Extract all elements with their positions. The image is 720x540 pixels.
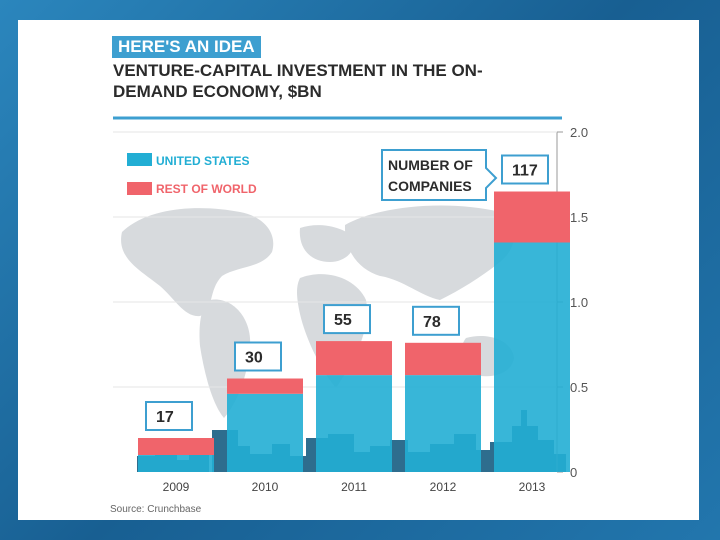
x-tick-label-2013: 2013 [519, 480, 546, 494]
x-tick-label-2009: 2009 [163, 480, 190, 494]
company-count-2012: 78 [423, 314, 441, 331]
kicker-label: HERE'S AN IDEA [112, 36, 261, 58]
y-tick-label: 1.0 [570, 295, 588, 310]
company-count-2013: 117 [512, 163, 538, 180]
company-count-box-2013 [501, 154, 549, 185]
bar-row-2012 [405, 342, 481, 376]
company-count-box-2012 [412, 305, 460, 336]
companies-callout: NUMBER OF COMPANIES [381, 149, 498, 201]
y-tick-label: 0.5 [570, 380, 588, 395]
bar-row-2013 [494, 191, 570, 243]
skyline-building [390, 440, 408, 472]
callout-line-1: NUMBER OF [388, 157, 473, 173]
legend-label-row: REST OF WORLD [156, 182, 257, 196]
company-count-2009: 17 [156, 409, 174, 426]
bar-us-2013 [494, 242, 570, 472]
x-tick-label-2010: 2010 [252, 480, 279, 494]
callout-line-2: COMPANIES [388, 178, 472, 194]
legend-swatch-row [127, 182, 152, 195]
bar-us-2010 [227, 393, 303, 472]
x-tick-label-2012: 2012 [430, 480, 457, 494]
bar-us-2012 [405, 375, 481, 472]
legend: UNITED STATES REST OF WORLD [127, 153, 257, 196]
source-note: Source: Crunchbase [110, 504, 202, 515]
bar-row-2010 [227, 378, 303, 394]
legend-label-us: UNITED STATES [156, 154, 250, 168]
company-count-box-2010 [234, 341, 282, 372]
legend-swatch-us [127, 153, 152, 166]
bar-row-2009 [138, 438, 214, 455]
company-count-2010: 30 [245, 350, 263, 367]
bar-us-2009 [138, 455, 214, 472]
y-tick-label: 2.0 [570, 125, 588, 140]
company-count-box-2011 [323, 304, 371, 335]
y-tick-label: 1.5 [570, 210, 588, 225]
callout-box [381, 149, 498, 201]
y-tick-label: 0 [570, 465, 577, 480]
company-count-box-2009 [145, 401, 193, 431]
bar-us-2011 [316, 375, 392, 472]
bar-row-2011 [316, 341, 392, 376]
chart-title: VENTURE-CAPITAL INVESTMENT IN THE ON-DEM… [113, 61, 483, 101]
x-tick-label-2011: 2011 [341, 480, 367, 494]
company-count-2011: 55 [334, 312, 352, 329]
